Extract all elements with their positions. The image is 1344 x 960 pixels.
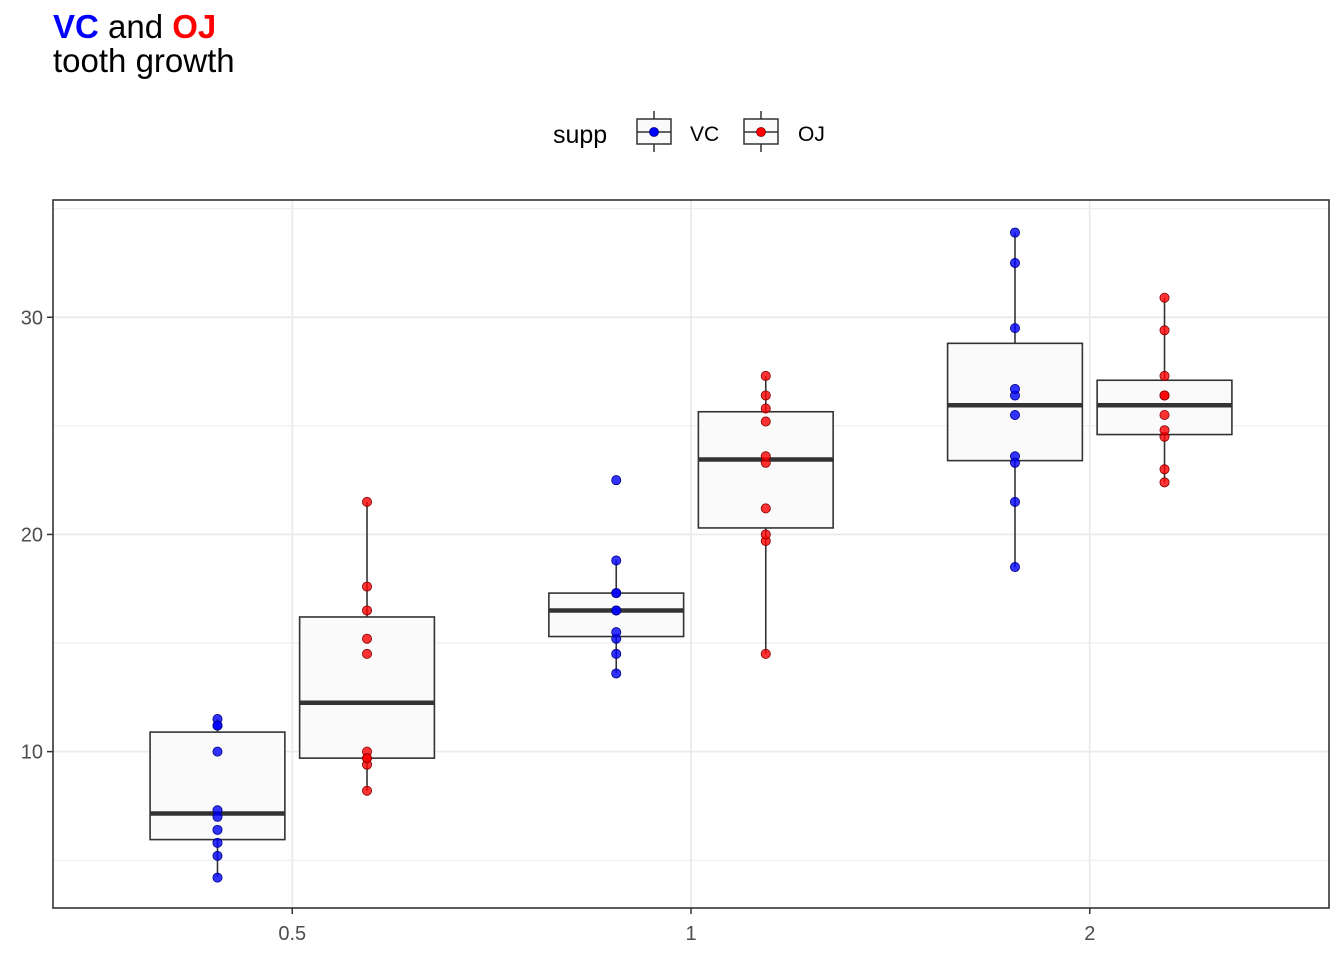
data-point-vc	[611, 475, 622, 486]
data-point-vc	[1009, 227, 1020, 238]
x-tick-label: 2	[1084, 923, 1095, 945]
data-point-vc	[1009, 323, 1020, 334]
data-point-oj	[760, 503, 771, 514]
data-point-vc	[212, 872, 223, 883]
data-point-oj	[1159, 477, 1170, 488]
data-point-vc	[1009, 257, 1020, 268]
chart-title: VC and OJ	[53, 10, 235, 44]
data-point-vc	[611, 627, 622, 638]
data-point-vc	[1009, 496, 1020, 507]
title-vc: VC	[53, 8, 99, 45]
legend: supp VC OJ	[553, 111, 825, 152]
data-point-oj	[1159, 292, 1170, 303]
legend-key-vc	[636, 111, 672, 152]
data-point-oj	[760, 390, 771, 401]
data-point-vc	[212, 720, 223, 731]
chart-subtitle: tooth growth	[53, 42, 235, 79]
legend-title: supp	[553, 121, 607, 149]
data-point-vc	[611, 588, 622, 599]
data-point-oj	[1159, 464, 1170, 475]
data-point-vc	[212, 850, 223, 861]
data-point-vc	[611, 648, 622, 659]
title-oj: OJ	[172, 8, 217, 45]
y-tick-label: 10	[21, 742, 43, 764]
data-point-oj	[362, 753, 373, 764]
chart-title-block: VC and OJ tooth growth	[53, 10, 235, 78]
data-point-vc	[611, 555, 622, 566]
data-point-vc	[212, 811, 223, 822]
legend-key-oj	[743, 111, 779, 152]
data-point-vc	[212, 824, 223, 835]
title-and: and	[98, 8, 173, 45]
data-point-oj	[362, 648, 373, 659]
data-point-vc	[212, 837, 223, 848]
data-point-vc	[212, 746, 223, 757]
data-point-oj	[362, 785, 373, 796]
data-point-vc	[611, 668, 622, 679]
plot-area: 10 20 30 0.5 1 2	[21, 199, 1330, 945]
data-point-oj	[1159, 425, 1170, 436]
data-point-vc	[1009, 457, 1020, 468]
data-point-vc	[1009, 383, 1020, 394]
data-point-oj	[362, 633, 373, 644]
data-point-oj	[362, 605, 373, 616]
data-point-vc	[1009, 410, 1020, 421]
x-tick-label: 1	[685, 923, 696, 945]
data-point-oj	[1159, 390, 1170, 401]
data-point-vc	[611, 605, 622, 616]
data-point-oj	[760, 370, 771, 381]
x-tick-label: 0.5	[278, 923, 306, 945]
data-point-oj	[760, 648, 771, 659]
data-point-oj	[362, 496, 373, 507]
y-tick-label: 20	[21, 524, 43, 546]
data-point-oj	[760, 403, 771, 414]
data-point-oj	[362, 581, 373, 592]
data-point-oj	[760, 529, 771, 540]
data-point-vc	[1009, 562, 1020, 573]
data-point-oj	[1159, 410, 1170, 421]
data-point-oj	[760, 451, 771, 462]
data-point-oj	[1159, 325, 1170, 336]
data-point-oj	[760, 416, 771, 427]
box-vc	[946, 342, 1084, 462]
y-tick-label: 30	[21, 307, 43, 329]
legend-label-oj: OJ	[798, 123, 825, 146]
data-point-oj	[1159, 370, 1170, 381]
legend-label-vc: VC	[690, 123, 719, 146]
plot-border	[52, 199, 1330, 909]
